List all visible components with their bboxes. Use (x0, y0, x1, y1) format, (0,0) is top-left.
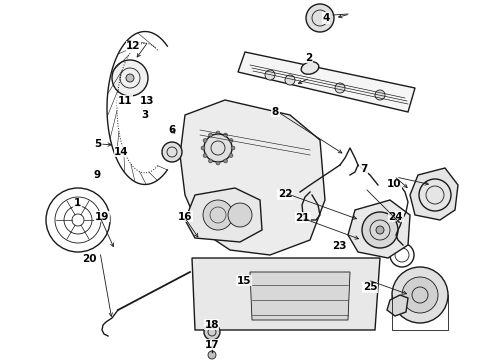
Text: 5: 5 (95, 139, 101, 149)
Text: 24: 24 (389, 212, 403, 222)
Polygon shape (387, 295, 408, 316)
Circle shape (204, 324, 220, 340)
Text: 19: 19 (95, 212, 109, 222)
Circle shape (203, 139, 207, 143)
Circle shape (419, 179, 451, 211)
Circle shape (126, 74, 134, 82)
Polygon shape (192, 258, 380, 330)
Text: 25: 25 (363, 282, 377, 292)
Text: 18: 18 (204, 320, 219, 330)
Text: 12: 12 (126, 41, 141, 51)
Polygon shape (348, 200, 410, 258)
Circle shape (223, 133, 227, 137)
Text: 16: 16 (178, 212, 193, 222)
Text: 1: 1 (74, 198, 81, 208)
Circle shape (402, 277, 438, 313)
Polygon shape (238, 52, 415, 112)
Circle shape (201, 146, 205, 150)
Circle shape (203, 200, 233, 230)
Circle shape (265, 70, 275, 80)
Circle shape (306, 4, 334, 32)
Ellipse shape (301, 62, 319, 74)
Circle shape (231, 146, 235, 150)
Polygon shape (250, 272, 350, 320)
Text: 13: 13 (140, 96, 154, 106)
Circle shape (216, 161, 220, 165)
Text: 17: 17 (204, 340, 219, 350)
Circle shape (203, 153, 207, 158)
Text: 22: 22 (278, 189, 293, 199)
Text: 23: 23 (332, 240, 346, 251)
Circle shape (112, 60, 148, 96)
Text: 21: 21 (295, 213, 310, 223)
Circle shape (285, 75, 295, 85)
Circle shape (375, 90, 385, 100)
Circle shape (335, 83, 345, 93)
Text: 4: 4 (322, 13, 330, 23)
Circle shape (209, 133, 213, 137)
Circle shape (208, 351, 216, 359)
Circle shape (162, 142, 182, 162)
Text: 11: 11 (118, 96, 132, 106)
Circle shape (376, 226, 384, 234)
Text: 15: 15 (237, 276, 251, 286)
Polygon shape (180, 100, 325, 255)
Polygon shape (185, 188, 262, 242)
Text: 9: 9 (94, 170, 100, 180)
Circle shape (229, 139, 233, 143)
Text: 7: 7 (360, 164, 368, 174)
Text: 8: 8 (272, 107, 279, 117)
Text: 20: 20 (82, 254, 97, 264)
Text: 6: 6 (168, 125, 175, 135)
Text: 3: 3 (141, 110, 148, 120)
Circle shape (209, 159, 213, 163)
Text: 2: 2 (305, 53, 312, 63)
Circle shape (362, 212, 398, 248)
Circle shape (229, 153, 233, 158)
Circle shape (392, 267, 448, 323)
Text: 14: 14 (114, 147, 129, 157)
Polygon shape (410, 168, 458, 220)
Circle shape (223, 159, 227, 163)
Text: 10: 10 (387, 179, 402, 189)
Circle shape (228, 203, 252, 227)
Circle shape (216, 131, 220, 135)
Circle shape (204, 134, 232, 162)
